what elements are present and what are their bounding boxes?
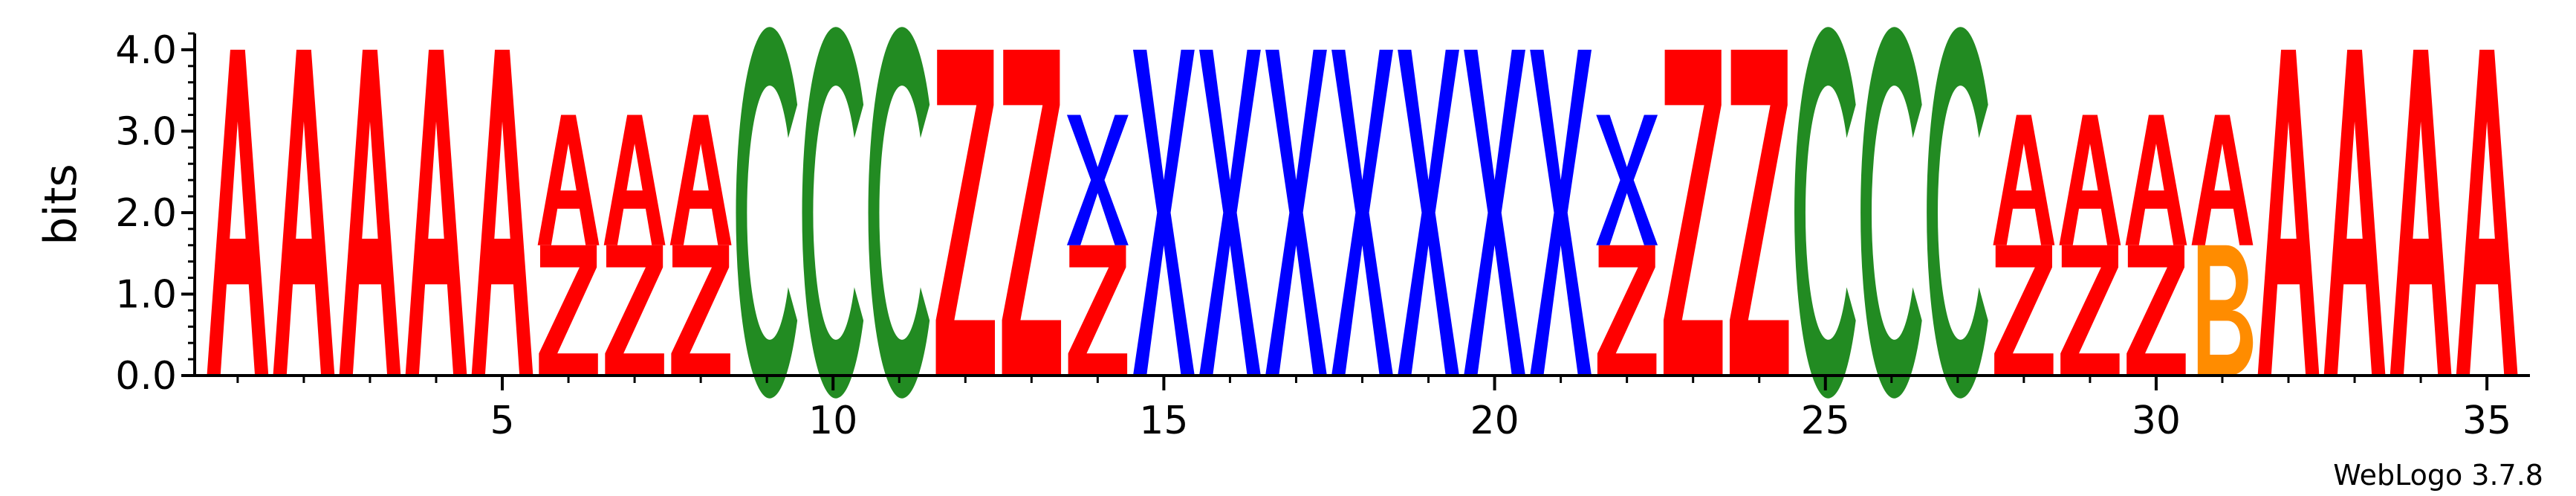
logo-letter-A xyxy=(405,49,467,376)
logo-letter-X xyxy=(1530,49,1592,376)
logo-letter-Z xyxy=(935,49,996,376)
x-tick-label: 10 xyxy=(808,399,857,443)
y-tick-label: 0.0 xyxy=(115,354,177,399)
logo-letter-Z xyxy=(671,245,730,376)
x-tick-label: 20 xyxy=(1470,399,1519,443)
logo-letter-Z xyxy=(1002,49,1062,376)
logo-letter-A xyxy=(2390,49,2452,376)
logo-letter-X xyxy=(1398,49,1459,376)
logo-letter-A xyxy=(2191,115,2254,245)
logo-letter-Z xyxy=(1068,245,1128,376)
logo-letter-Z xyxy=(2126,245,2186,376)
logo-letter-X xyxy=(1331,49,1393,376)
y-axis-title: bits xyxy=(35,164,87,245)
y-tick-label: 1.0 xyxy=(115,272,177,317)
logo-letter-A xyxy=(273,49,335,376)
logo-letter-C xyxy=(1860,27,1922,399)
logo-letter-Z xyxy=(1994,245,2054,376)
logo-letter-Z xyxy=(1663,49,1723,376)
x-tick-label: 15 xyxy=(1139,399,1188,443)
logo-letter-A xyxy=(603,115,666,245)
logo-letter-X xyxy=(1265,49,1327,376)
logo-letter-A xyxy=(669,115,732,245)
x-tick-label: 35 xyxy=(2462,399,2511,443)
logo-letter-Z xyxy=(1597,245,1657,376)
logo-letter-C xyxy=(1794,27,1856,399)
logo-letter-A xyxy=(2257,49,2320,376)
logo-letter-Z xyxy=(1729,49,1789,376)
logo-letter-Z xyxy=(605,245,664,376)
logo-letter-A xyxy=(2456,49,2518,376)
y-tick-label: 4.0 xyxy=(115,28,177,73)
logo-letter-A xyxy=(339,49,401,376)
logo-letter-X xyxy=(1596,115,1658,245)
logo-letter-X xyxy=(1132,49,1195,376)
logo-letter-A xyxy=(2125,115,2187,245)
x-axis-ticks: 5 10 15 20 25 30 35 xyxy=(236,376,2511,443)
logo-letter-C xyxy=(802,27,864,399)
logo-letter-A xyxy=(471,49,533,376)
logo-letter-A xyxy=(1993,115,2055,245)
logo-letter-Z xyxy=(2060,245,2120,376)
logo-letter-A xyxy=(2059,115,2121,245)
x-tick-label: 25 xyxy=(1801,399,1850,443)
logo-letter-X xyxy=(1066,115,1129,245)
logo-letter-C xyxy=(1927,27,1988,399)
logo-letter-X xyxy=(1199,49,1261,376)
y-axis-ticks: 0.0 1.0 2.0 3.0 4.0 xyxy=(115,28,195,399)
logo-letter-X xyxy=(1464,49,1525,376)
logo-letter-B xyxy=(2197,245,2254,376)
x-tick-label: 5 xyxy=(490,399,514,443)
y-tick-label: 3.0 xyxy=(115,109,177,154)
logo-letters xyxy=(207,27,2518,399)
y-tick-label: 2.0 xyxy=(115,191,177,236)
logo-letter-A xyxy=(2323,49,2386,376)
logo-letter-C xyxy=(868,27,930,399)
logo-letter-A xyxy=(537,115,600,245)
x-tick-label: 30 xyxy=(2132,399,2181,443)
logo-letter-A xyxy=(207,49,269,376)
logo-letter-Z xyxy=(539,245,598,376)
weblogo-credit: WebLogo 3.7.8 xyxy=(2333,459,2543,492)
logo-letter-C xyxy=(736,27,798,399)
